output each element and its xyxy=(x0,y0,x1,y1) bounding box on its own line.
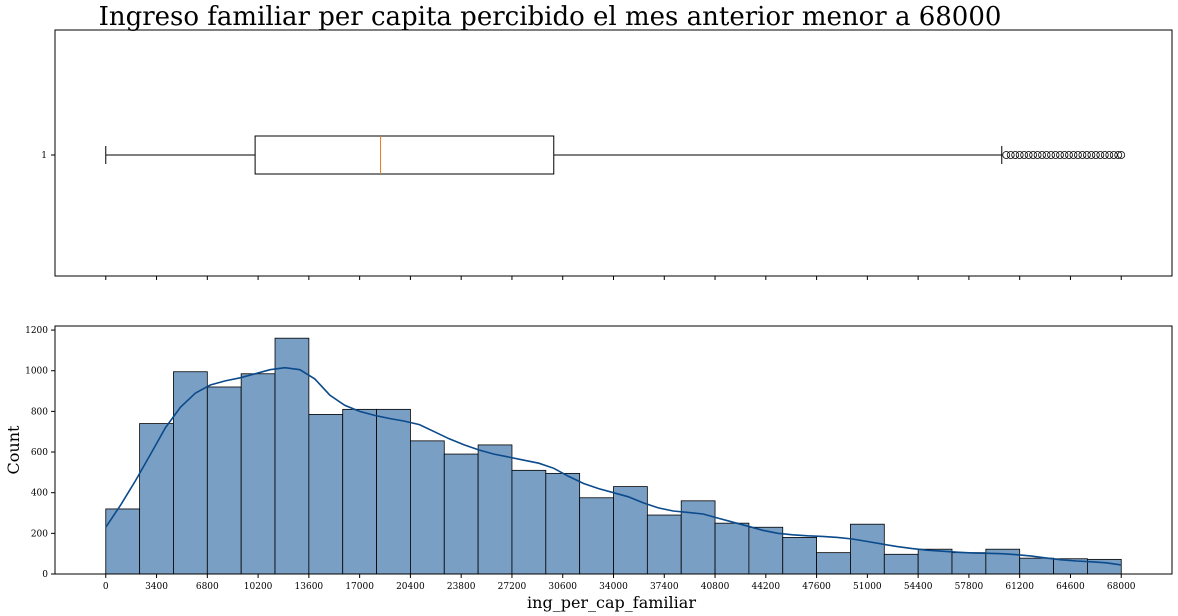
histogram-bar xyxy=(308,414,344,575)
histogram-xtick-label: 3400 xyxy=(145,582,168,592)
outlier-point xyxy=(1087,151,1096,159)
histogram-xtick-label: 47600 xyxy=(802,582,831,592)
histogram-bar xyxy=(613,486,648,575)
histogram-bar xyxy=(376,408,411,575)
histogram-xtick-label: 40800 xyxy=(701,582,730,592)
outlier-point xyxy=(1020,151,1029,159)
histogram-ytick-label: 600 xyxy=(31,448,48,458)
histogram-ytick-label: 1200 xyxy=(25,326,48,336)
histogram-bar xyxy=(410,440,445,575)
histogram-xtick-label: 20400 xyxy=(396,582,425,592)
outlier-point xyxy=(1060,151,1069,159)
histogram-bar xyxy=(443,453,479,575)
outlier-point xyxy=(1069,151,1078,159)
histogram-bar xyxy=(782,537,818,575)
chart-title: Ingreso familiar per capita percibido el… xyxy=(98,2,1002,32)
histogram-xtick-label: 13600 xyxy=(295,582,324,592)
outlier-point xyxy=(1114,151,1123,159)
histogram-bar xyxy=(1019,557,1054,575)
histogram-bar xyxy=(579,497,614,575)
histogram-xtick-label: 57800 xyxy=(955,582,984,592)
histogram-bar xyxy=(646,514,682,575)
outlier-point xyxy=(1082,151,1091,159)
histogram-bar xyxy=(816,552,851,575)
histogram-xtick-label: 51000 xyxy=(853,582,882,592)
histogram-bar xyxy=(714,522,750,575)
histogram-xtick-label: 23800 xyxy=(447,582,476,592)
histogram-xtick-label: 27200 xyxy=(498,582,527,592)
histogram-ytick-label: 1000 xyxy=(25,367,48,377)
histogram-ytick-label: 200 xyxy=(31,529,48,539)
histogram-bar xyxy=(274,337,310,575)
outlier-point xyxy=(1117,151,1126,159)
outlier-point xyxy=(1105,151,1114,159)
histogram-bar xyxy=(748,526,784,575)
boxplot-panel: 1 xyxy=(41,29,1173,280)
outlier-point xyxy=(1096,151,1105,159)
histogram-bar xyxy=(206,386,242,575)
histogram-xtick-label: 44200 xyxy=(751,582,780,592)
histogram-xtick-label: 10200 xyxy=(244,582,273,592)
histogram-bar xyxy=(951,552,987,575)
histogram-bar xyxy=(342,408,377,575)
outlier-point xyxy=(1051,151,1060,159)
outlier-point xyxy=(1091,151,1100,159)
histogram-bar xyxy=(139,423,174,575)
histogram-bar xyxy=(545,472,581,575)
outlier-point xyxy=(1047,151,1055,159)
histogram-bar xyxy=(511,469,547,575)
histogram-xlabel: ing_per_cap_familiar xyxy=(527,593,696,612)
boxplot-ytick-label: 1 xyxy=(41,151,47,161)
histogram-bar xyxy=(883,553,919,575)
kde-line xyxy=(105,366,1122,566)
histogram-xtick-label: 30600 xyxy=(548,582,577,592)
outlier-point xyxy=(1038,151,1046,159)
histogram-ylabel: Count xyxy=(4,425,23,474)
outlier-point xyxy=(1042,151,1051,159)
outlier-point xyxy=(1015,151,1024,159)
histogram-ytick-label: 0 xyxy=(42,570,48,580)
histogram-bar xyxy=(477,444,513,575)
histogram-xtick-label: 0 xyxy=(103,582,109,592)
outlier-point xyxy=(1006,151,1015,159)
outlier-point xyxy=(1029,151,1038,159)
outlier-point xyxy=(1033,151,1042,159)
histogram-xtick-label: 54400 xyxy=(904,582,933,592)
outlier-point xyxy=(1074,151,1082,159)
outlier-point xyxy=(1056,151,1064,159)
outlier-point xyxy=(1065,151,1073,159)
histogram-ytick-label: 800 xyxy=(31,407,48,417)
iqr-box xyxy=(254,135,555,175)
outlier-point xyxy=(1024,151,1033,159)
histogram-xtick-label: 6800 xyxy=(196,582,219,592)
histogram-bar xyxy=(240,373,276,575)
outlier-point xyxy=(1100,151,1109,159)
histogram-xtick-label: 34000 xyxy=(599,582,628,592)
outlier-point xyxy=(1109,151,1118,159)
outlier-point xyxy=(1078,151,1087,159)
histogram-bar xyxy=(850,523,885,575)
histogram-panel: 0 3400 6800 10200 13600 17000 20400 23800 27200 3… xyxy=(4,325,1173,612)
boxplot-frame xyxy=(54,29,1173,277)
outlier-point xyxy=(1011,151,1020,159)
histogram-xtick-label: 68000 xyxy=(1107,582,1136,592)
outlier-point xyxy=(1002,151,1011,159)
histogram-xtick-label: 64600 xyxy=(1056,582,1085,592)
histogram-xtick-label: 17000 xyxy=(345,582,374,592)
histogram-bar xyxy=(173,371,208,575)
histogram-xtick-label: 61200 xyxy=(1005,582,1034,592)
histogram-xtick-label: 37400 xyxy=(650,582,679,592)
histogram-bar xyxy=(917,548,953,575)
histogram-ytick-label: 400 xyxy=(31,489,48,499)
